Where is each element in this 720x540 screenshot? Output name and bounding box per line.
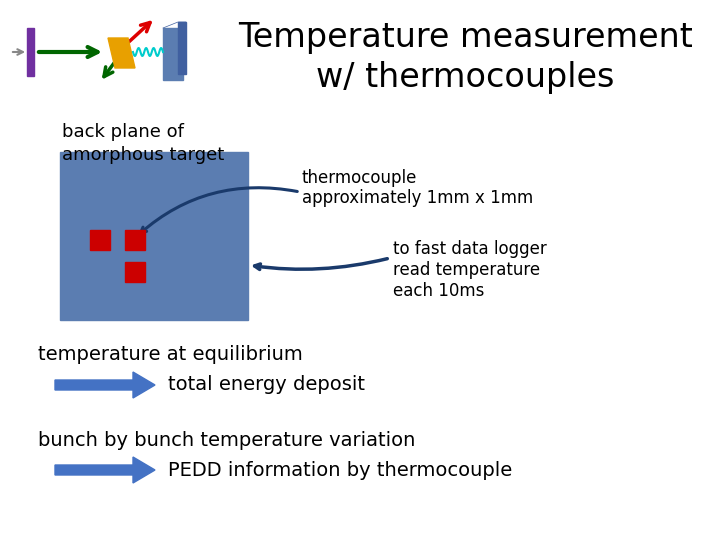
FancyArrow shape [55, 457, 155, 483]
Text: w/ thermocouples: w/ thermocouples [316, 62, 614, 94]
Text: amorphous target: amorphous target [62, 146, 224, 164]
Text: temperature at equilibrium: temperature at equilibrium [38, 346, 302, 365]
FancyArrow shape [55, 372, 155, 398]
Bar [125, 262, 145, 282]
Bar [90, 230, 110, 250]
Bar [60, 152, 248, 320]
Text: bunch by bunch temperature variation: bunch by bunch temperature variation [38, 430, 415, 449]
Bar [178, 22, 186, 74]
Bar [125, 230, 145, 250]
Bar [163, 28, 183, 80]
Text: total energy deposit: total energy deposit [168, 375, 365, 395]
Text: to fast data logger
read temperature
each 10ms: to fast data logger read temperature eac… [393, 240, 546, 300]
Text: PEDD information by thermocouple: PEDD information by thermocouple [168, 461, 512, 480]
Text: back plane of: back plane of [62, 123, 184, 141]
Text: approximately 1mm x 1mm: approximately 1mm x 1mm [302, 189, 534, 207]
Text: thermocouple: thermocouple [302, 169, 418, 187]
Text: Temperature measurement: Temperature measurement [238, 22, 693, 55]
Polygon shape [108, 38, 135, 68]
Bar [27, 28, 34, 76]
